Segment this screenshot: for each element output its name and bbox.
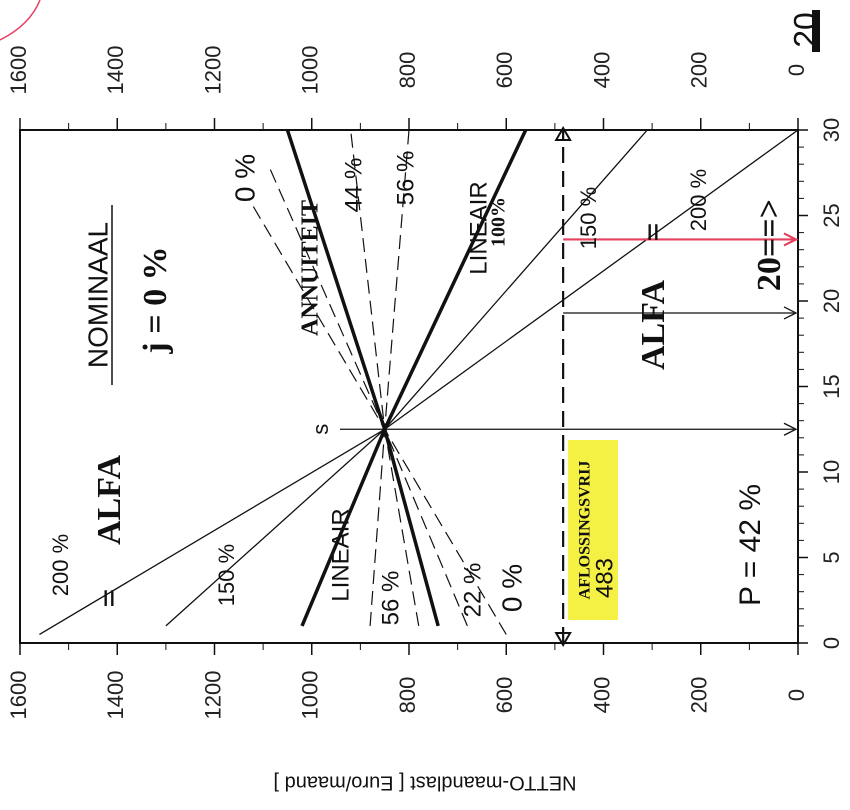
alfa-right: ALFA bbox=[635, 280, 672, 370]
x-tick-label: 0 bbox=[819, 637, 844, 649]
chart-subtitle: j = 0 % bbox=[137, 246, 174, 354]
y-axis-label: NETTO-maandlast [ Euro/maand ] bbox=[273, 772, 576, 794]
x-tick-label: 15 bbox=[819, 374, 844, 398]
annotation-circle bbox=[0, 0, 41, 41]
point-s-label: s bbox=[308, 424, 333, 435]
y-tick-label-bottom: 200 bbox=[687, 677, 712, 714]
y-tick-label-top: 0 bbox=[784, 64, 809, 76]
y-tick-label-top: 400 bbox=[589, 52, 614, 89]
lineair-top-label: LINEAIR bbox=[465, 181, 492, 274]
y-tick-label-top: 600 bbox=[492, 52, 517, 89]
chart-title: NOMINAAL bbox=[82, 222, 113, 368]
right-bar bbox=[812, 10, 820, 52]
y-tick-label-top: 1400 bbox=[103, 46, 128, 95]
y-tick-label-bottom: 1000 bbox=[298, 671, 323, 720]
pct-150-bottom: 150 % bbox=[214, 544, 239, 606]
equals-right: = bbox=[635, 222, 672, 241]
alfa-left: ALFA bbox=[91, 455, 128, 545]
y-tick-label-top: 1200 bbox=[200, 46, 225, 95]
y-tick-label-bottom: 1200 bbox=[200, 671, 225, 720]
pct-150-top: 150 % bbox=[576, 187, 601, 249]
annuiteit-label: ANNUITEIT bbox=[298, 200, 324, 336]
pct-0-top: 0 % bbox=[229, 154, 260, 202]
y-tick-label-top: 200 bbox=[687, 52, 712, 89]
pct-56-top: 56 % bbox=[392, 151, 419, 206]
equals-left: = bbox=[91, 588, 128, 607]
arrow-head bbox=[554, 126, 572, 141]
x-tick-label: 20 bbox=[819, 289, 844, 313]
y-tick-label-top: 1600 bbox=[6, 46, 31, 95]
y-tick-label-top: 1000 bbox=[298, 46, 323, 95]
arrow-head bbox=[554, 632, 572, 647]
arrow-head bbox=[783, 422, 798, 436]
y-tick-label-bottom: 0 bbox=[784, 689, 809, 701]
x-tick-label: 25 bbox=[819, 203, 844, 227]
twenty-label: 20==> bbox=[751, 199, 788, 291]
pct-200-top: 200 % bbox=[686, 169, 711, 231]
lineair-pct-label: 100% bbox=[488, 197, 510, 247]
arrow-head bbox=[783, 306, 798, 320]
y-tick-label-top: 800 bbox=[395, 52, 420, 89]
pct-56-bottom: 56 % bbox=[377, 571, 404, 626]
pct-22-label: 22 % bbox=[459, 563, 486, 618]
lineair-bottom-label: LINEAIR bbox=[327, 508, 354, 601]
plot-frame bbox=[19, 129, 799, 644]
y-tick-label-bottom: 1600 bbox=[6, 671, 31, 720]
pct-200-bottom: 200 % bbox=[48, 534, 73, 596]
y-tick-label-bottom: 1400 bbox=[103, 671, 128, 720]
aflossingsvrij-label: AFLOSSINGSVRIJ bbox=[577, 461, 594, 600]
pct-44-label: 44 % bbox=[340, 158, 367, 213]
aflossingsvrij-highlight bbox=[568, 440, 618, 620]
y-tick-label-bottom: 600 bbox=[492, 677, 517, 714]
x-tick-label: 30 bbox=[819, 118, 844, 142]
y-tick-label-bottom: 400 bbox=[589, 677, 614, 714]
aflossingsvrij-value: 483 bbox=[591, 558, 618, 598]
p-label: P = 42 % bbox=[734, 484, 767, 606]
x-tick-label: 5 bbox=[819, 551, 844, 563]
x-tick-label: 10 bbox=[819, 460, 844, 484]
y-tick-label-bottom: 800 bbox=[395, 677, 420, 714]
pct-0-bottom: 0 % bbox=[496, 564, 527, 612]
arrow-head bbox=[783, 232, 799, 247]
